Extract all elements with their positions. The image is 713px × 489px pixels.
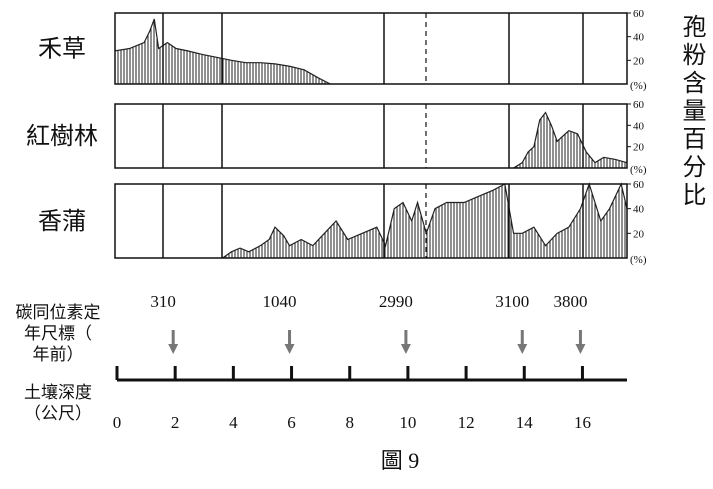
arrow	[400, 330, 411, 354]
x-tick-label: 6	[287, 413, 296, 432]
depth-axis-label: 土壤深度（公尺）	[24, 382, 92, 423]
x-tick-label: 4	[229, 413, 238, 432]
line	[114, 18, 331, 85]
arrow	[575, 330, 586, 354]
x-tick-label: 2	[171, 413, 180, 432]
y-tick-label: 60	[633, 99, 645, 111]
x-tick-label: 14	[516, 413, 534, 432]
x-tick-label: 10	[399, 413, 416, 432]
panel-frame	[114, 183, 628, 259]
x-tick-label: 12	[458, 413, 475, 432]
line	[513, 111, 628, 169]
age-label: 3100	[495, 292, 529, 311]
age-label: 2990	[379, 292, 413, 311]
x-tick-label: 0	[113, 413, 122, 432]
y-axis-label: 孢粉含量百分比	[678, 14, 704, 210]
panel-title: 禾草	[38, 36, 86, 63]
y-tick-label: 40	[633, 32, 645, 44]
arrow	[168, 330, 179, 354]
area	[222, 184, 628, 258]
y-tick-label: 40	[633, 120, 645, 132]
y-unit: (%)	[630, 80, 647, 92]
line	[222, 182, 628, 259]
age-label: 3800	[553, 292, 587, 311]
panel-title: 香蒲	[38, 208, 86, 235]
dating-label: 碳同位素定年尺標（年前）	[16, 303, 101, 364]
arrow	[517, 330, 528, 354]
panel-frame	[114, 12, 628, 85]
caption: 圖 9	[381, 448, 420, 473]
area	[115, 18, 331, 85]
area	[513, 112, 627, 168]
age-label: 1040	[263, 292, 297, 311]
y-tick-label: 60	[633, 179, 645, 191]
y-tick-label: 20	[633, 142, 645, 154]
panel-frame	[114, 103, 628, 169]
x-tick-label: 16	[574, 413, 591, 432]
y-tick-label: 40	[633, 204, 645, 216]
arrow	[284, 330, 295, 354]
y-unit: (%)	[630, 254, 647, 266]
y-tick-label: 20	[633, 55, 645, 67]
y-tick-label: 60	[633, 8, 645, 20]
age-label: 310	[150, 292, 176, 311]
x-tick-label: 8	[345, 413, 354, 432]
panel-title: 紅樹林	[26, 123, 98, 150]
y-tick-label: 20	[633, 228, 645, 240]
y-unit: (%)	[630, 164, 647, 176]
